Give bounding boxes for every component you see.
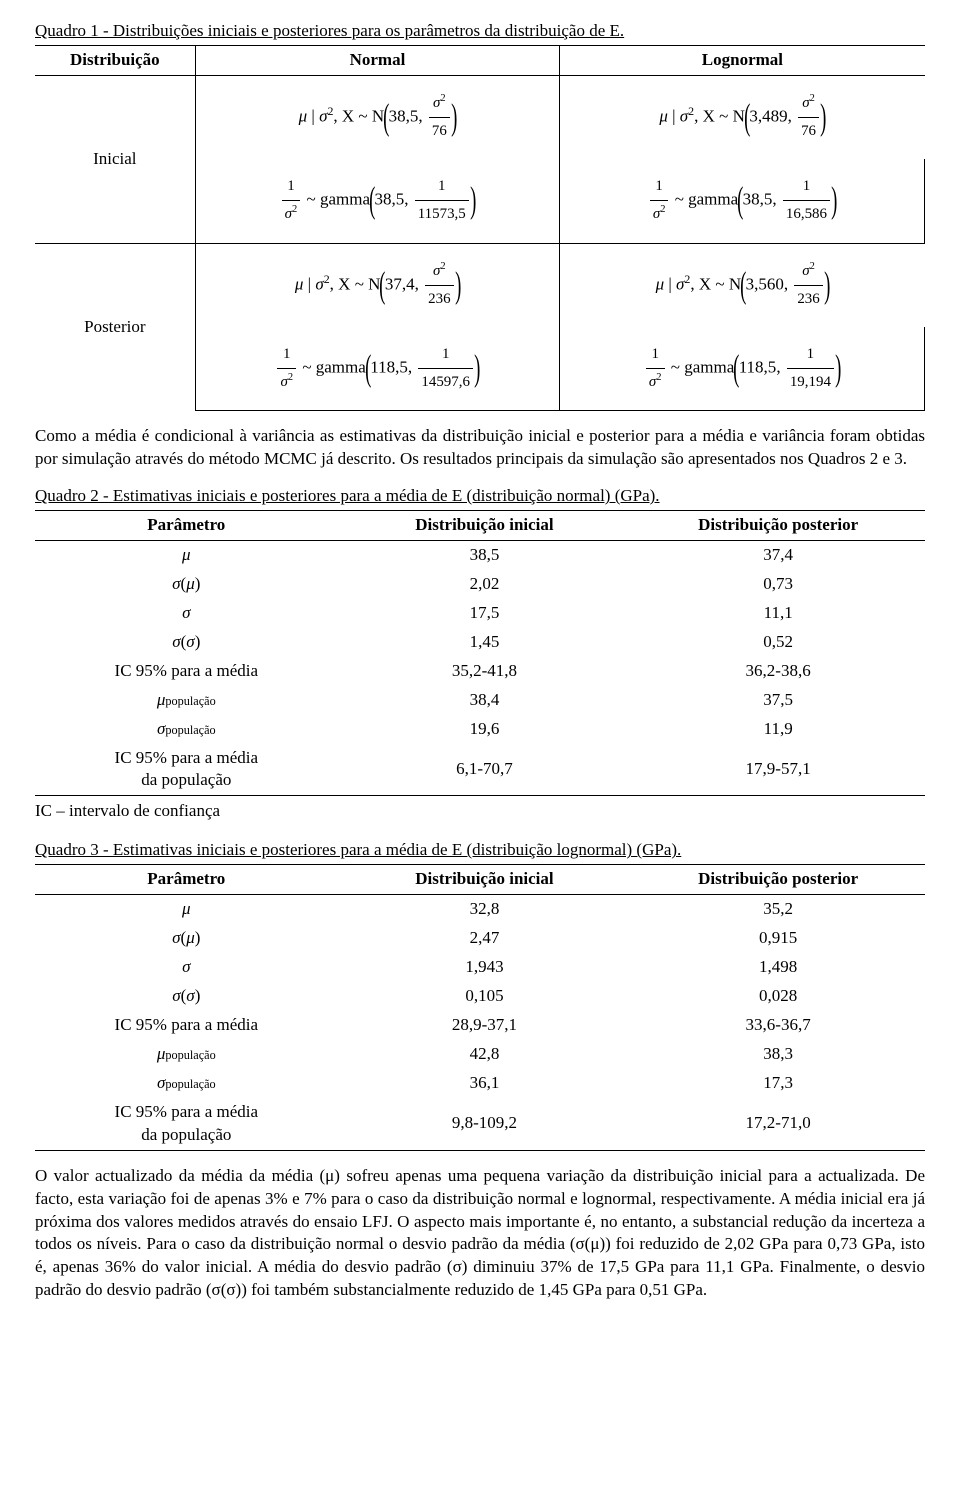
q2-ini-7: 6,1-70,7 [338,744,632,796]
q2-post-2: 11,1 [631,599,925,628]
quadro2-note: IC – intervalo de confiança [35,800,925,823]
q3-param-2: σ [35,953,338,982]
q2-param-0: μ [35,540,338,569]
q2-param-3: σ(σ) [35,628,338,657]
q3-ini-1: 2,47 [338,924,632,953]
q3-param-4: IC 95% para a média [35,1011,338,1040]
q3-post-6: 17,3 [631,1069,925,1098]
q1-h1: Normal [195,45,560,75]
q2-ini-3: 1,45 [338,628,632,657]
q1-h2: Lognormal [560,45,925,75]
q1-r0-lognormal-mu: μ | σ2, X ~ N(3,489, σ276) [560,75,925,159]
q1-r1-normal-mu: μ | σ2, X ~ N(37,4, σ2236) [195,243,560,327]
q2-param-2: σ [35,599,338,628]
q3-ini-0: 32,8 [338,895,632,924]
q3-ini-4: 28,9-37,1 [338,1011,632,1040]
q1-r1-lognormal-sigma: 1σ2 ~ gamma(118,5, 119,194) [560,327,925,411]
q2-post-1: 0,73 [631,570,925,599]
q3-h1: Distribuição inicial [338,865,632,895]
q2-h0: Parâmetro [35,511,338,541]
q2-ini-4: 35,2-41,8 [338,657,632,686]
paragraph-2: O valor actualizado da média da média (μ… [35,1165,925,1303]
q3-post-0: 35,2 [631,895,925,924]
q2-param-6: σpopulação [35,715,338,744]
q3-post-5: 38,3 [631,1040,925,1069]
q3-ini-5: 42,8 [338,1040,632,1069]
q3-param-3: σ(σ) [35,982,338,1011]
q1-r0-normal-mu: μ | σ2, X ~ N(38,5, σ276) [195,75,560,159]
q3-param-0: μ [35,895,338,924]
q3-param-6: σpopulação [35,1069,338,1098]
q3-param-7: IC 95% para a médiada população [35,1098,338,1150]
q2-post-7: 17,9-57,1 [631,744,925,796]
q3-ini-6: 36,1 [338,1069,632,1098]
q1-row1-label: Posterior [35,243,195,411]
q2-h1: Distribuição inicial [338,511,632,541]
q2-post-3: 0,52 [631,628,925,657]
q3-h0: Parâmetro [35,865,338,895]
q2-post-5: 37,5 [631,686,925,715]
quadro3-table: Parâmetro Distribuição inicial Distribui… [35,864,925,1150]
q3-h2: Distribuição posterior [631,865,925,895]
q3-param-1: σ(μ) [35,924,338,953]
q3-ini-2: 1,943 [338,953,632,982]
q3-ini-3: 0,105 [338,982,632,1011]
q1-r1-normal-sigma: 1σ2 ~ gamma(118,5, 114597,6) [195,327,560,411]
q2-param-7: IC 95% para a médiada população [35,744,338,796]
quadro3-caption: Quadro 3 - Estimativas iniciais e poster… [35,839,925,862]
q3-post-7: 17,2-71,0 [631,1098,925,1150]
q2-ini-1: 2,02 [338,570,632,599]
q3-post-4: 33,6-36,7 [631,1011,925,1040]
q2-post-0: 37,4 [631,540,925,569]
quadro1-caption: Quadro 1 - Distribuições iniciais e post… [35,20,925,43]
q3-post-2: 1,498 [631,953,925,982]
q2-ini-2: 17,5 [338,599,632,628]
q2-post-4: 36,2-38,6 [631,657,925,686]
q3-param-5: μpopulação [35,1040,338,1069]
quadro1-table: Distribuição Normal Lognormal Inicial μ … [35,45,925,411]
q1-r0-lognormal-sigma: 1σ2 ~ gamma(38,5, 116,586) [560,159,925,243]
q3-ini-7: 9,8-109,2 [338,1098,632,1150]
q2-h2: Distribuição posterior [631,511,925,541]
quadro2-table: Parâmetro Distribuição inicial Distribui… [35,510,925,796]
quadro2-caption: Quadro 2 - Estimativas iniciais e poster… [35,485,925,508]
q2-post-6: 11,9 [631,715,925,744]
q1-r0-normal-sigma: 1σ2 ~ gamma(38,5, 111573,5) [195,159,560,243]
q3-post-3: 0,028 [631,982,925,1011]
q1-row0-label: Inicial [35,75,195,243]
q2-param-5: μpopulação [35,686,338,715]
q2-param-1: σ(μ) [35,570,338,599]
q2-ini-6: 19,6 [338,715,632,744]
paragraph-1: Como a média é condicional à variância a… [35,425,925,471]
q1-h0: Distribuição [35,45,195,75]
q2-ini-5: 38,4 [338,686,632,715]
q3-post-1: 0,915 [631,924,925,953]
q1-r1-lognormal-mu: μ | σ2, X ~ N(3,560, σ2236) [560,243,925,327]
q2-ini-0: 38,5 [338,540,632,569]
q2-param-4: IC 95% para a média [35,657,338,686]
